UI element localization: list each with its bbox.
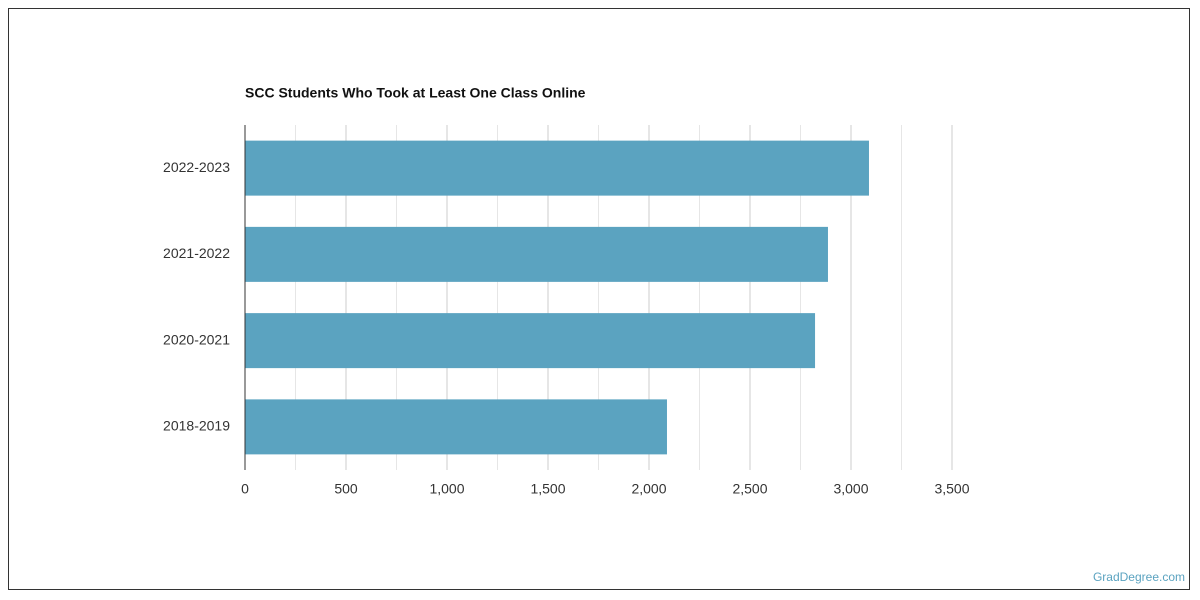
x-tick-label: 0 [241, 481, 249, 497]
y-tick-label: 2021-2022 [163, 245, 230, 261]
bar [245, 140, 869, 196]
x-tick-label: 1,500 [530, 481, 565, 497]
bar [245, 313, 816, 369]
x-tick-label: 3,500 [934, 481, 969, 497]
y-tick-label: 2022-2023 [163, 159, 230, 175]
x-tick-label: 500 [334, 481, 358, 497]
chart-title: SCC Students Who Took at Least One Class… [245, 85, 586, 101]
x-tick-label: 2,500 [732, 481, 767, 497]
y-tick-label: 2018-2019 [163, 418, 230, 434]
x-tick-label: 3,000 [833, 481, 868, 497]
y-tick-label: 2020-2021 [163, 331, 230, 347]
source[interactable]: GradDegree.com [1093, 570, 1185, 584]
bar [245, 399, 667, 455]
x-tick-label: 2,000 [631, 481, 666, 497]
bar [245, 226, 828, 282]
x-tick-label: 1,000 [429, 481, 464, 497]
